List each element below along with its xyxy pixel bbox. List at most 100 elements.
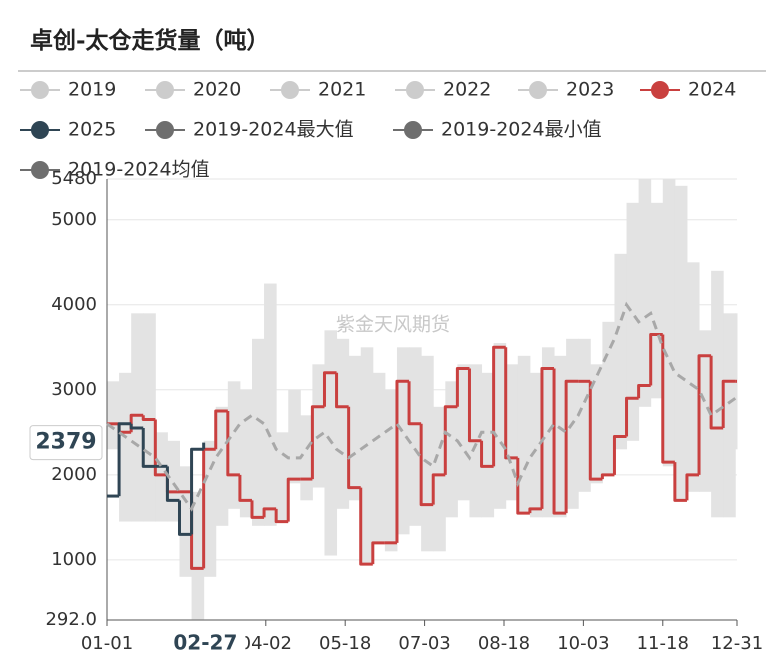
range-band (107, 381, 120, 450)
range-band (372, 372, 386, 543)
step-line (528, 507, 542, 514)
legend-label: 2019-2024最大值 (193, 119, 354, 141)
y-tick-label: 2000 (51, 464, 97, 485)
range-band (336, 338, 350, 509)
range-band (529, 372, 543, 518)
step-line (177, 500, 192, 536)
step-line (661, 334, 675, 464)
plot: 紫金天风期货 292.0 1000 2000 3000 4000 5000 5480 01-01… (29, 168, 763, 660)
range-band (348, 355, 362, 501)
step-line (709, 355, 724, 430)
range-band (215, 406, 229, 526)
step-line (371, 541, 385, 565)
range-band (638, 179, 652, 407)
legend-marker (651, 81, 669, 99)
range-band (143, 313, 156, 522)
legend-marker (529, 81, 547, 99)
step-line (250, 500, 265, 519)
range-band (409, 347, 422, 526)
step-line (310, 405, 325, 480)
step-line (673, 462, 687, 502)
range-band (203, 440, 217, 577)
step-line (564, 379, 579, 514)
x-tick-label: 08-18 (478, 633, 530, 654)
range-band (396, 347, 410, 535)
range-band (421, 355, 434, 552)
range-band (662, 179, 676, 467)
step-line (540, 367, 555, 509)
step-line (588, 381, 603, 481)
crosshair-y-box (29, 425, 103, 461)
range-band (590, 364, 603, 484)
x-tick-label: 05-18 (319, 633, 371, 654)
step-line (467, 368, 482, 443)
range-band (505, 364, 519, 501)
range-band (711, 270, 724, 518)
step-line (238, 474, 252, 502)
step-line (395, 379, 410, 543)
range-band (493, 343, 507, 509)
step-line (685, 473, 700, 501)
range-band (312, 364, 325, 488)
step-line (431, 473, 446, 505)
range-band (119, 372, 132, 522)
range-band (723, 313, 736, 518)
legend-label: 2024 (688, 79, 736, 101)
legend-marker (281, 81, 299, 99)
legend-marker (31, 81, 49, 99)
step-line (141, 415, 156, 422)
range-band (155, 432, 168, 522)
range-band (191, 491, 205, 620)
range-band (481, 372, 495, 518)
step-line (455, 367, 470, 407)
legend-marker (156, 121, 174, 139)
legend-label: 2022 (443, 79, 491, 101)
average-line (106, 301, 737, 512)
step-line (480, 440, 494, 468)
legend-marker (406, 81, 424, 99)
step-line (419, 423, 434, 507)
range-band (288, 389, 301, 484)
range-band (699, 330, 712, 492)
range-band (251, 338, 265, 526)
step-line (165, 466, 180, 502)
y-tick-label: 5480 (51, 168, 97, 189)
step-line (649, 333, 663, 386)
step-line (612, 435, 627, 475)
legend-marker (31, 161, 49, 179)
y-tick-label: 5000 (51, 209, 97, 230)
step-line (492, 345, 506, 467)
step-line (214, 409, 228, 450)
y-tick-label: 1000 (51, 549, 97, 570)
range-band (517, 355, 531, 514)
step-line (552, 368, 567, 515)
step-line (153, 419, 168, 477)
range-band (614, 253, 628, 450)
x-tick-label: 12-31 (711, 633, 763, 654)
step-line (226, 411, 240, 477)
range-band (541, 347, 555, 518)
step-line (347, 406, 361, 490)
legend: 2019 2020 2021 2022 2023 2024 2025 2019-2024最大值… (20, 79, 736, 181)
crosshair-x-box (165, 628, 246, 660)
step-line (286, 477, 301, 522)
step-line (443, 405, 458, 475)
step-line (504, 347, 518, 460)
x-tick-label: 10-03 (557, 633, 609, 654)
x-tick-label: 11-18 (637, 633, 689, 654)
chart-title: 卓创-太仓走货量（吨） (30, 27, 270, 54)
step-line (129, 423, 144, 430)
y-tick-label: 292.0 (45, 609, 97, 630)
step-line (516, 457, 530, 515)
legend-marker (404, 121, 422, 139)
step-line (141, 428, 156, 468)
step-line (322, 371, 337, 407)
legend-label: 2020 (193, 79, 241, 101)
range-band (650, 202, 664, 399)
step-line (697, 354, 712, 475)
step-line (637, 384, 651, 399)
watermark: 紫金天风期货 (336, 314, 450, 336)
range-band (360, 347, 374, 565)
legend-label: 2019 (68, 79, 116, 101)
